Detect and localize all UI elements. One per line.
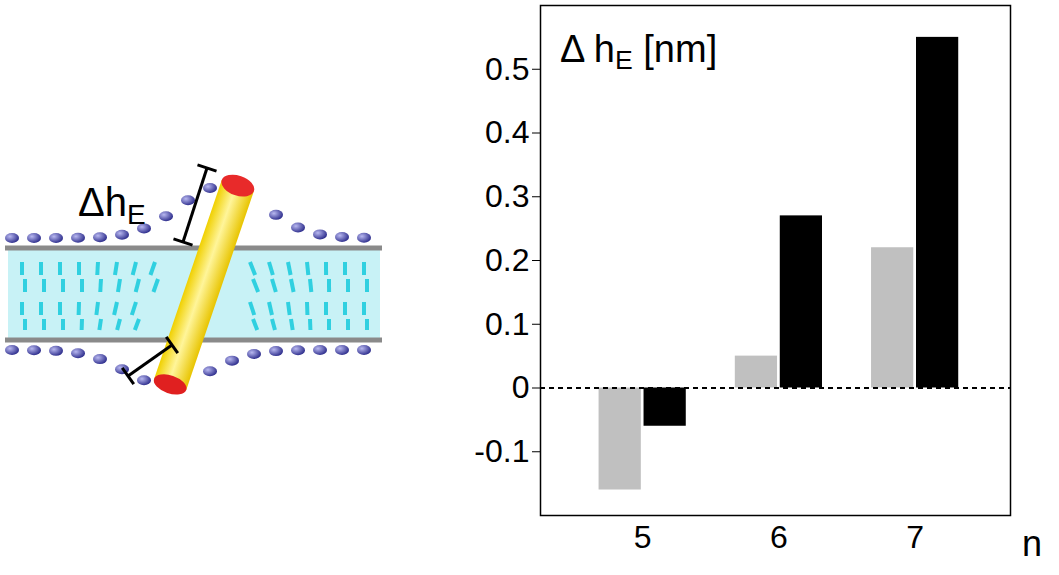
html-text:n: n bbox=[1022, 523, 1042, 564]
html-text:Δ hE[nm]: Δ hE[nm] bbox=[560, 28, 718, 75]
svg-text:0.2: 0.2 bbox=[485, 242, 529, 278]
svg-text:0.4: 0.4 bbox=[485, 114, 529, 150]
svg-text:ΔhE: ΔhE bbox=[78, 180, 146, 230]
svg-text:0.3: 0.3 bbox=[485, 178, 529, 214]
svg-text:5: 5 bbox=[634, 519, 652, 555]
svg-text:-0.1: -0.1 bbox=[474, 433, 529, 469]
svg-text:7: 7 bbox=[906, 519, 924, 555]
svg-text:0.1: 0.1 bbox=[485, 305, 529, 341]
svg-text:0.5: 0.5 bbox=[485, 50, 529, 86]
svg-text:0: 0 bbox=[512, 369, 530, 405]
svg-text:6: 6 bbox=[770, 519, 788, 555]
